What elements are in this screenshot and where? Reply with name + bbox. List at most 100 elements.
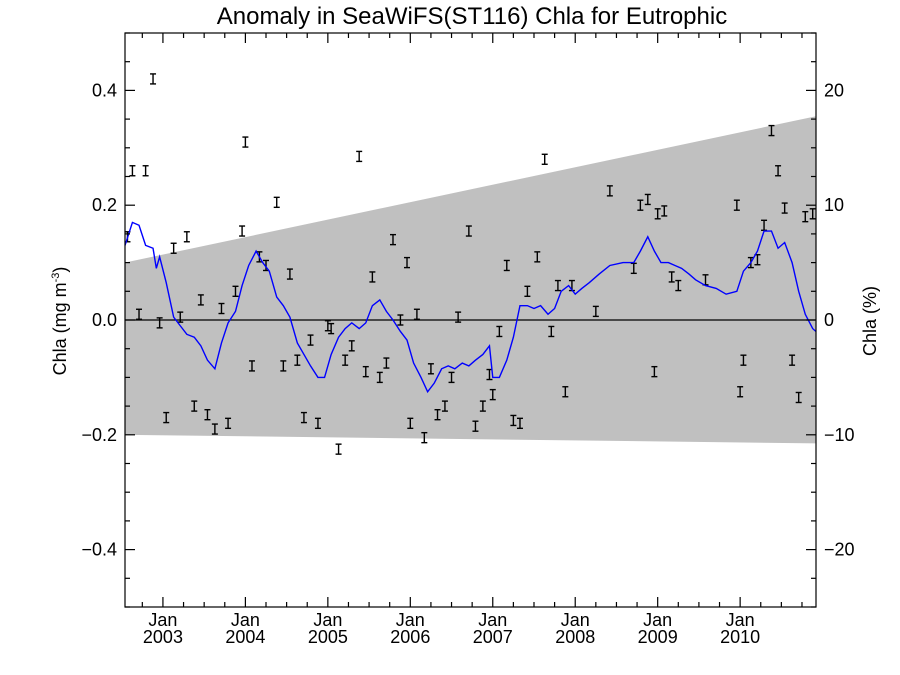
data-point: [675, 279, 682, 292]
data-point: [554, 279, 561, 292]
x-tick-month-label: Jan: [148, 610, 177, 630]
data-point: [465, 225, 472, 237]
x-tick-year-label: 2008: [555, 627, 595, 647]
x-tick-month-label: Jan: [313, 610, 342, 630]
data-point: [768, 124, 775, 137]
data-point: [300, 411, 307, 424]
data-point: [637, 199, 644, 211]
data-point: [472, 420, 479, 432]
data-point: [335, 443, 342, 455]
data-point: [286, 268, 293, 280]
data-point: [307, 334, 314, 346]
data-point: [328, 322, 335, 335]
data-point: [280, 360, 287, 372]
data-point: [294, 354, 301, 366]
data-point: [129, 165, 136, 177]
data-point: [242, 136, 249, 148]
data-point: [496, 325, 503, 338]
data-point: [376, 371, 383, 384]
confidence-band: [125, 116, 816, 444]
x-tick-month-label: Jan: [231, 610, 260, 630]
data-point: [661, 205, 668, 217]
data-point: [142, 165, 149, 177]
x-tick-month-label: Jan: [478, 610, 507, 630]
data-point: [448, 371, 455, 384]
data-point: [427, 363, 434, 375]
data-point: [606, 185, 613, 197]
data-point: [211, 423, 218, 435]
data-point: [407, 417, 414, 430]
data-point: [136, 308, 143, 320]
data-point: [516, 417, 523, 430]
x-tick-month-label: Jan: [561, 610, 590, 630]
data-point: [232, 285, 239, 297]
data-point: [248, 360, 255, 372]
data-point: [356, 150, 363, 163]
data-point: [795, 391, 802, 404]
data-point: [183, 231, 190, 243]
axis-ticks: 0.40.20.0−0.2−0.420100−10−20Jan2003Jan20…: [81, 32, 855, 647]
y-right-tick-label: 10: [824, 195, 844, 215]
data-point: [225, 417, 232, 430]
data-point: [733, 199, 740, 211]
data-point: [348, 340, 355, 352]
y-left-tick-label: −0.4: [81, 540, 117, 560]
y-right-tick-label: 20: [824, 80, 844, 100]
data-point: [156, 317, 163, 329]
x-tick-year-label: 2010: [720, 627, 760, 647]
y-axis-right-label: Chla (%): [860, 286, 880, 356]
data-point: [362, 365, 369, 378]
data-point: [342, 354, 349, 366]
data-point: [455, 311, 462, 323]
data-point: [397, 314, 404, 326]
data-point: [802, 210, 809, 223]
data-point: [809, 208, 816, 220]
data-point: [630, 262, 637, 275]
data-point: [413, 308, 420, 320]
data-points: [124, 73, 816, 455]
x-tick-year-label: 2003: [143, 627, 183, 647]
data-point: [389, 233, 396, 246]
data-point: [644, 193, 651, 206]
data-point: [740, 354, 747, 366]
y-right-tick-label: 0: [824, 310, 834, 330]
x-tick-year-label: 2006: [390, 627, 430, 647]
data-point: [541, 153, 548, 165]
x-tick-month-label: Jan: [643, 610, 672, 630]
data-point: [314, 417, 321, 430]
data-point: [651, 365, 658, 378]
chart-title: Anomaly in SeaWiFS(ST116) Chla for Eutro…: [217, 3, 727, 30]
x-tick-month-label: Jan: [396, 610, 425, 630]
data-point: [479, 400, 486, 412]
data-point: [204, 409, 211, 421]
data-point: [218, 302, 225, 315]
x-tick-month-label: Jan: [726, 610, 755, 630]
data-point: [654, 208, 661, 220]
data-point: [510, 414, 517, 427]
x-tick-year-label: 2005: [308, 627, 348, 647]
data-point: [197, 294, 204, 306]
data-point: [239, 225, 246, 237]
data-point: [781, 202, 788, 214]
x-tick-year-label: 2009: [638, 627, 678, 647]
data-point: [534, 251, 541, 263]
y-left-tick-label: −0.2: [81, 425, 117, 445]
data-point: [737, 386, 744, 398]
data-point: [150, 73, 157, 85]
y-right-tick-label: −20: [824, 540, 855, 560]
data-point: [789, 354, 796, 366]
y-left-tick-label: 0.2: [92, 195, 117, 215]
x-tick-year-label: 2007: [473, 627, 513, 647]
x-tick-year-label: 2004: [225, 627, 265, 647]
running-mean-line: [124, 221, 817, 394]
data-point: [524, 285, 531, 297]
data-point: [434, 409, 441, 421]
data-point: [548, 325, 555, 338]
y-right-tick-label: −10: [824, 425, 855, 445]
data-point: [421, 431, 428, 444]
data-point: [775, 165, 782, 177]
data-point: [324, 320, 331, 332]
data-point: [163, 411, 170, 424]
data-point: [592, 305, 599, 318]
